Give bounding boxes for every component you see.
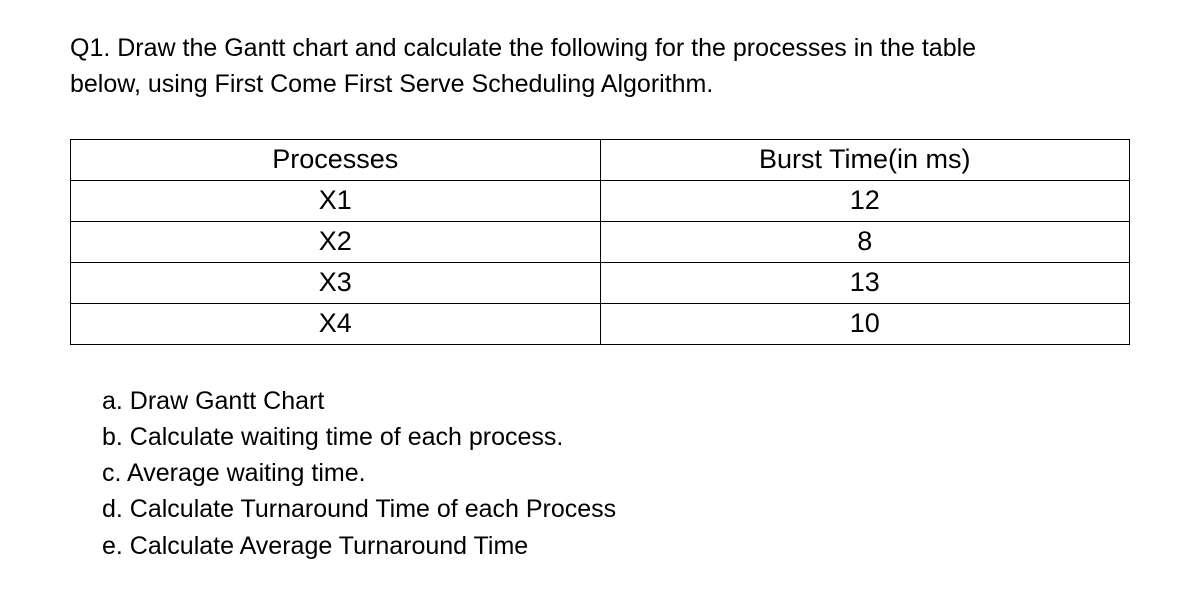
table-row: X3 13 (71, 262, 1130, 303)
header-burst-time: Burst Time(in ms) (600, 139, 1130, 180)
subquestion-list: a. Draw Gantt Chart b. Calculate waiting… (70, 383, 1130, 564)
cell-process: X1 (71, 180, 601, 221)
cell-process: X4 (71, 303, 601, 344)
subquestion-a: a. Draw Gantt Chart (102, 383, 1130, 419)
subquestion-b: b. Calculate waiting time of each proces… (102, 419, 1130, 455)
question-line-2: below, using First Come First Serve Sche… (70, 70, 713, 98)
table-row: X2 8 (71, 221, 1130, 262)
question-line-1: Q1. Draw the Gantt chart and calculate t… (70, 34, 976, 62)
cell-process: X3 (71, 262, 601, 303)
header-processes: Processes (71, 139, 601, 180)
question-prompt: Q1. Draw the Gantt chart and calculate t… (70, 30, 1130, 103)
cell-process: X2 (71, 221, 601, 262)
subquestion-d: d. Calculate Turnaround Time of each Pro… (102, 491, 1130, 527)
cell-burst: 12 (600, 180, 1130, 221)
cell-burst: 8 (600, 221, 1130, 262)
cell-burst: 13 (600, 262, 1130, 303)
document-page: Q1. Draw the Gantt chart and calculate t… (0, 0, 1200, 564)
cell-burst: 10 (600, 303, 1130, 344)
subquestion-e: e. Calculate Average Turnaround Time (102, 528, 1130, 564)
table-header-row: Processes Burst Time(in ms) (71, 139, 1130, 180)
process-table: Processes Burst Time(in ms) X1 12 X2 8 X… (70, 139, 1130, 345)
subquestion-c: c. Average waiting time. (102, 455, 1130, 491)
table-row: X1 12 (71, 180, 1130, 221)
table-row: X4 10 (71, 303, 1130, 344)
